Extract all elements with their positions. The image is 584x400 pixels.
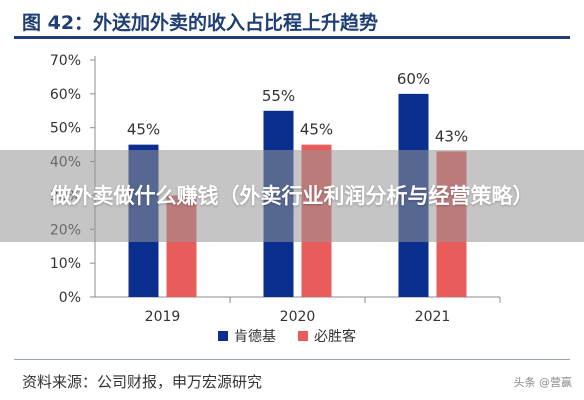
title-divider [14,36,570,39]
y-tick-label: 60% [50,87,81,103]
x-tick-label: 2019 [145,309,181,325]
y-tick-label: 10% [50,256,81,272]
data-label: 43% [435,127,468,145]
y-tick-label: 50% [50,121,81,137]
article-title: 做外卖做什么赚钱（外卖行业利润分析与经营策略） [50,184,534,208]
data-label: 60% [397,70,430,88]
legend-label: 肯德基 [234,328,276,345]
data-label: 55% [262,87,295,105]
y-tick-label: 0% [59,290,81,306]
source-divider [14,359,570,360]
legend-swatch [298,331,308,341]
data-label: 45% [300,121,333,139]
chart-title: 图 42：外送加外卖的收入占比程上升趋势 [22,12,379,34]
legend-label: 必胜客 [314,328,356,345]
source-note: 资料来源：公司财报，申万宏源研究 [22,373,263,391]
y-tick-label: 70% [50,53,81,69]
legend-swatch [218,331,228,341]
x-tick-label: 2021 [415,309,451,325]
x-tick-label: 2020 [280,309,316,325]
watermark: 头条 @营赢 [513,376,573,389]
article-title-banner: 做外卖做什么赚钱（外卖行业利润分析与经营策略） [0,150,584,242]
data-label: 45% [127,121,160,139]
